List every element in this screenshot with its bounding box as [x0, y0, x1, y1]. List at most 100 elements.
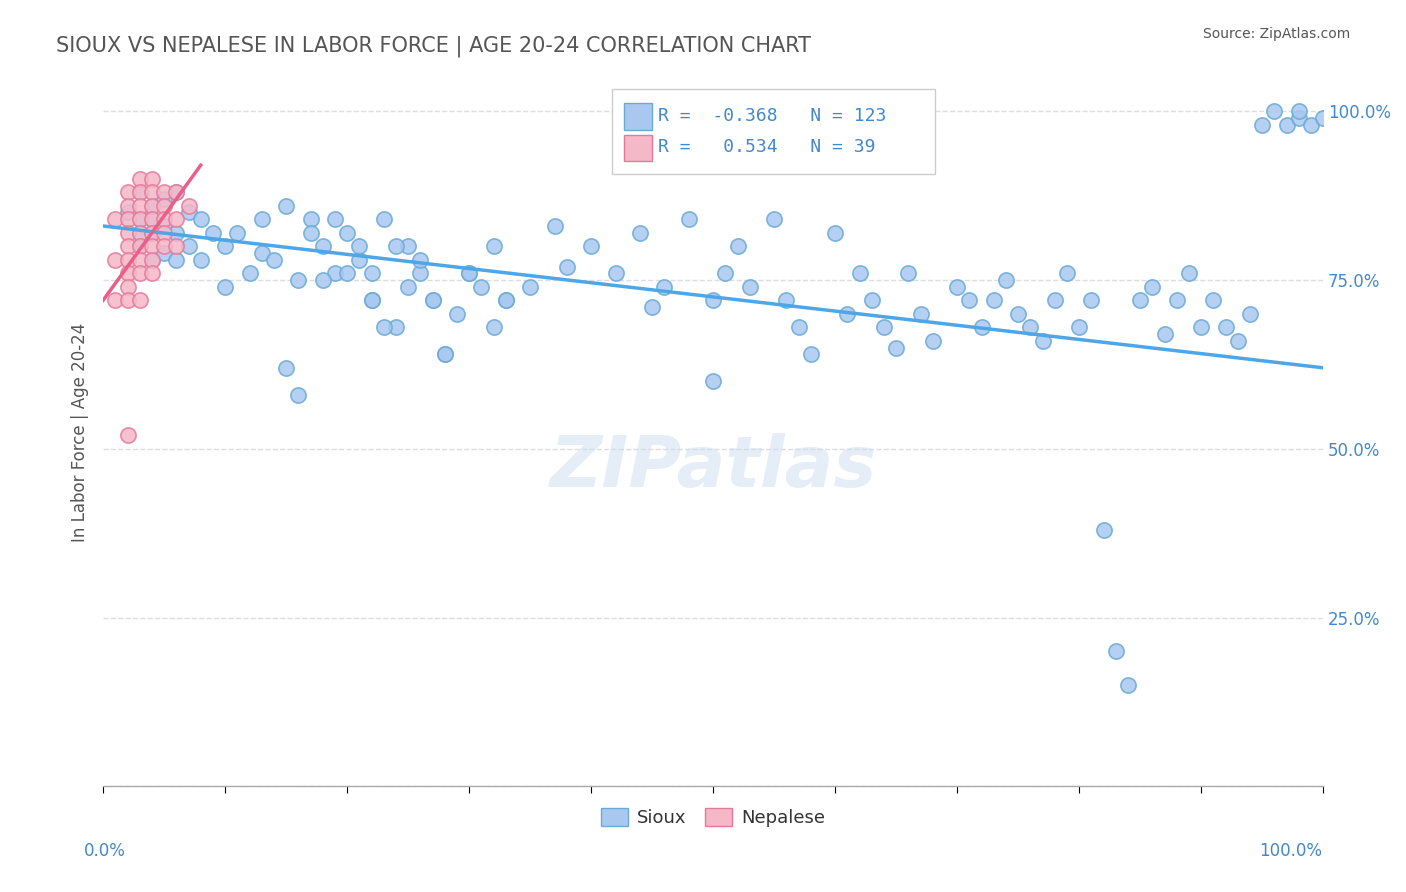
Point	[190, 252, 212, 267]
Point	[299, 212, 322, 227]
Point	[1202, 293, 1225, 308]
Point	[396, 239, 419, 253]
Point	[824, 226, 846, 240]
Point	[848, 266, 870, 280]
Point	[837, 307, 859, 321]
Point	[117, 199, 139, 213]
Point	[250, 212, 273, 227]
Point	[1288, 111, 1310, 125]
Point	[1166, 293, 1188, 308]
Point	[128, 186, 150, 200]
Point	[433, 347, 456, 361]
Point	[678, 212, 700, 227]
Point	[153, 192, 176, 206]
Point	[1251, 118, 1274, 132]
Point	[470, 279, 492, 293]
Point	[349, 252, 371, 267]
Point	[153, 199, 176, 213]
Point	[495, 293, 517, 308]
Point	[910, 307, 932, 321]
Point	[117, 266, 139, 280]
Point	[323, 266, 346, 280]
Point	[117, 428, 139, 442]
Point	[141, 186, 163, 200]
Point	[263, 252, 285, 267]
Point	[1226, 334, 1249, 348]
Point	[1299, 118, 1322, 132]
Point	[153, 239, 176, 253]
Point	[117, 212, 139, 227]
Point	[1116, 678, 1139, 692]
Point	[177, 199, 200, 213]
Point	[141, 226, 163, 240]
Point	[165, 239, 187, 253]
Point	[141, 226, 163, 240]
Point	[946, 279, 969, 293]
Point	[214, 279, 236, 293]
Point	[165, 212, 187, 227]
Point	[446, 307, 468, 321]
Point	[519, 279, 541, 293]
Point	[177, 239, 200, 253]
Point	[276, 360, 298, 375]
Text: SIOUX VS NEPALESE IN LABOR FORCE | AGE 20-24 CORRELATION CHART: SIOUX VS NEPALESE IN LABOR FORCE | AGE 2…	[56, 36, 811, 57]
Point	[128, 171, 150, 186]
Text: 100.0%: 100.0%	[1258, 842, 1322, 860]
Point	[177, 205, 200, 219]
Point	[1069, 320, 1091, 334]
Point	[1239, 307, 1261, 321]
Point	[422, 293, 444, 308]
Point	[141, 171, 163, 186]
Point	[165, 186, 187, 200]
Point	[226, 226, 249, 240]
Point	[312, 273, 335, 287]
Point	[385, 239, 408, 253]
Point	[153, 246, 176, 260]
Point	[385, 320, 408, 334]
Point	[104, 293, 127, 308]
Point	[104, 252, 127, 267]
Text: Source: ZipAtlas.com: Source: ZipAtlas.com	[1202, 27, 1350, 41]
Point	[141, 212, 163, 227]
Point	[1019, 320, 1042, 334]
Point	[1105, 644, 1128, 658]
Point	[128, 252, 150, 267]
Point	[1153, 326, 1175, 341]
Point	[482, 239, 505, 253]
Point	[409, 252, 432, 267]
Point	[579, 239, 602, 253]
Point	[128, 212, 150, 227]
Point	[141, 252, 163, 267]
Point	[323, 212, 346, 227]
Point	[128, 239, 150, 253]
Point	[153, 212, 176, 227]
Point	[702, 374, 724, 388]
Point	[104, 212, 127, 227]
Point	[117, 293, 139, 308]
Point	[970, 320, 993, 334]
Point	[141, 266, 163, 280]
Point	[360, 293, 382, 308]
Point	[128, 212, 150, 227]
Point	[738, 279, 761, 293]
Point	[141, 199, 163, 213]
Point	[141, 239, 163, 253]
Point	[153, 186, 176, 200]
Point	[1288, 104, 1310, 119]
Point	[153, 226, 176, 240]
Text: R =   0.534   N = 39: R = 0.534 N = 39	[658, 138, 876, 156]
Point	[117, 279, 139, 293]
Point	[1275, 118, 1298, 132]
Point	[312, 239, 335, 253]
Point	[128, 266, 150, 280]
Point	[897, 266, 920, 280]
Point	[652, 279, 675, 293]
Text: R =  -0.368   N = 123: R = -0.368 N = 123	[658, 107, 886, 125]
Text: ZIPatlas: ZIPatlas	[550, 433, 877, 502]
Point	[1043, 293, 1066, 308]
Point	[605, 266, 627, 280]
Point	[128, 186, 150, 200]
Point	[727, 239, 749, 253]
Point	[957, 293, 980, 308]
Point	[628, 226, 651, 240]
